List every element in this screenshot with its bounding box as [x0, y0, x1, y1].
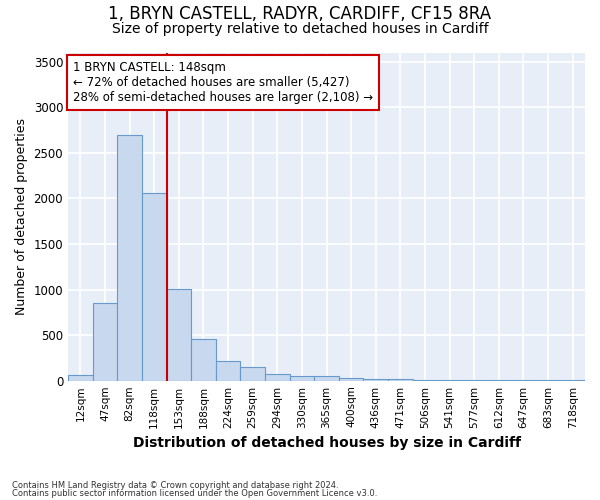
- Text: Contains HM Land Registry data © Crown copyright and database right 2024.: Contains HM Land Registry data © Crown c…: [12, 481, 338, 490]
- Y-axis label: Number of detached properties: Number of detached properties: [15, 118, 28, 315]
- Bar: [241, 367, 265, 380]
- Bar: [265, 374, 290, 380]
- Text: Size of property relative to detached houses in Cardiff: Size of property relative to detached ho…: [112, 22, 488, 36]
- Text: 1 BRYN CASTELL: 148sqm
← 72% of detached houses are smaller (5,427)
28% of semi-: 1 BRYN CASTELL: 148sqm ← 72% of detached…: [73, 60, 373, 104]
- Bar: [339, 378, 364, 380]
- Bar: [92, 303, 117, 380]
- Bar: [191, 338, 216, 380]
- Bar: [68, 375, 92, 380]
- Bar: [142, 193, 167, 380]
- Text: 1, BRYN CASTELL, RADYR, CARDIFF, CF15 8RA: 1, BRYN CASTELL, RADYR, CARDIFF, CF15 8R…: [109, 5, 491, 23]
- Bar: [364, 379, 388, 380]
- Text: Contains public sector information licensed under the Open Government Licence v3: Contains public sector information licen…: [12, 488, 377, 498]
- Bar: [117, 134, 142, 380]
- Bar: [167, 288, 191, 380]
- Bar: [290, 376, 314, 380]
- X-axis label: Distribution of detached houses by size in Cardiff: Distribution of detached houses by size …: [133, 436, 521, 450]
- Bar: [314, 376, 339, 380]
- Bar: [216, 361, 241, 380]
